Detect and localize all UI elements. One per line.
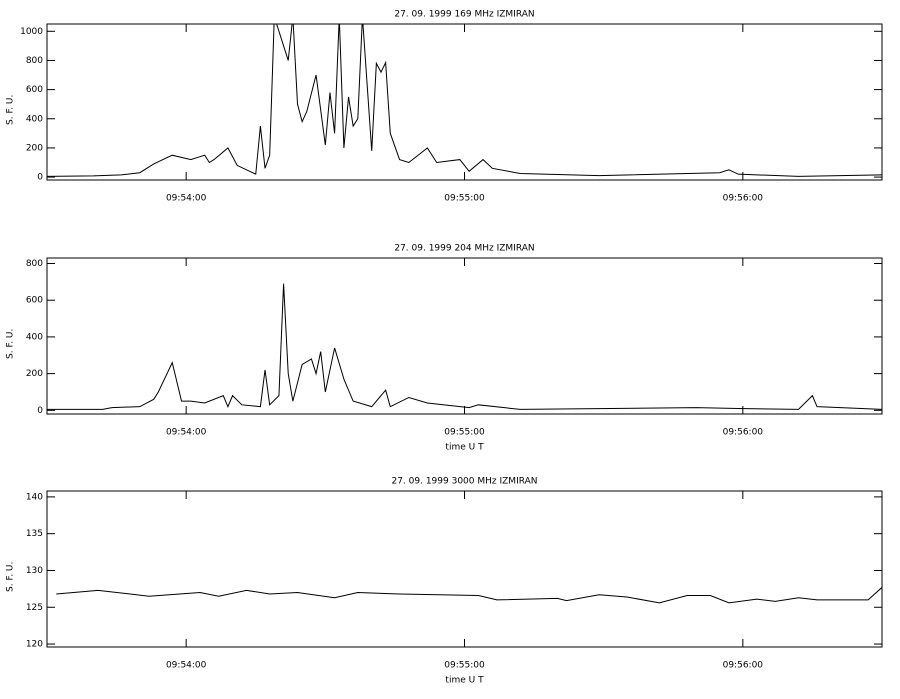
plot-frame: [46, 257, 883, 415]
x-axis-label: time U T: [445, 676, 484, 686]
x-axis-label: time U T: [445, 443, 484, 453]
x-tick-label: 09:54:00: [166, 194, 207, 204]
data-line: [47, 283, 882, 410]
y-tick-label: 130: [26, 566, 43, 576]
y-tick-label: 800: [26, 259, 43, 269]
y-tick-label: 200: [26, 369, 43, 379]
x-tick-label: 09:56:00: [723, 428, 764, 438]
y-tick-label: 0: [37, 173, 43, 183]
panel: 27. 09. 1999 204 MHz IZMIRAN S. F. U. time…: [6, 244, 883, 453]
panel: 27. 09. 1999 3000 MHz IZMIRAN S. F. U. tim…: [6, 477, 883, 686]
y-axis-label: S. F. U.: [6, 95, 16, 125]
y-tick-label: 1000: [20, 27, 43, 37]
y-tick-label: 120: [26, 640, 43, 650]
y-tick-label: 140: [26, 492, 43, 502]
y-axis-label: S. F. U.: [6, 562, 16, 592]
panel-title: 27. 09. 1999 169 MHz IZMIRAN: [394, 10, 534, 20]
plot-frame: [46, 23, 883, 181]
data-line: [56, 587, 882, 604]
x-tick-label: 09:56:00: [723, 661, 764, 671]
y-tick-label: 0: [37, 406, 43, 416]
panel-title: 27. 09. 1999 204 MHz IZMIRAN: [394, 244, 534, 254]
y-tick-label: 200: [26, 143, 43, 153]
x-tick-label: 09:54:00: [166, 428, 207, 438]
x-tick-label: 09:55:00: [444, 661, 485, 671]
x-tick-label: 09:54:00: [166, 661, 207, 671]
data-line: [47, 24, 882, 177]
y-tick-label: 125: [26, 603, 43, 613]
y-tick-label: 600: [26, 85, 43, 95]
y-tick-label: 600: [26, 296, 43, 306]
y-tick-label: 135: [26, 529, 43, 539]
panel-title: 27. 09. 1999 3000 MHz IZMIRAN: [391, 477, 537, 487]
y-tick-label: 800: [26, 56, 43, 66]
x-tick-label: 09:55:00: [444, 194, 485, 204]
x-tick-label: 09:56:00: [723, 194, 764, 204]
y-tick-label: 400: [26, 114, 43, 124]
panel: 27. 09. 1999 169 MHz IZMIRAN S. F. U. 0 200…: [6, 10, 883, 204]
x-tick-label: 09:55:00: [444, 428, 485, 438]
y-tick-label: 400: [26, 332, 43, 342]
plot-frame: [46, 490, 883, 648]
y-axis-label: S. F. U.: [6, 329, 16, 359]
